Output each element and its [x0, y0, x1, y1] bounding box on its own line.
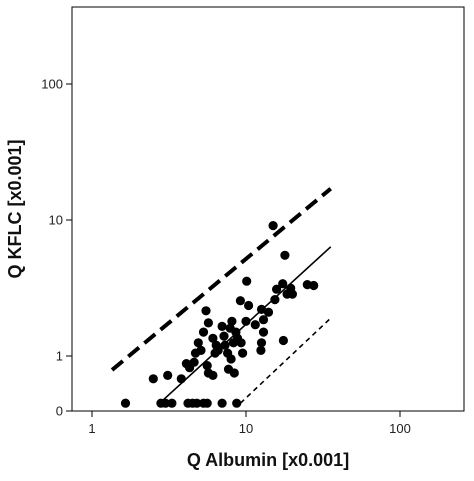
data-point: [241, 316, 251, 326]
data-point: [202, 398, 212, 408]
data-point: [198, 327, 209, 337]
data-point: [256, 345, 266, 355]
x-tick-label: 1: [88, 421, 95, 436]
y-tick-label: 10: [49, 213, 63, 228]
data-point: [256, 304, 267, 314]
y-tick-label: 1: [56, 349, 63, 364]
data-point: [163, 370, 173, 380]
data-point: [213, 345, 223, 355]
data-point: [148, 374, 158, 384]
data-point: [244, 300, 254, 311]
y-axis-title: Q KFLC [x0.001]: [5, 139, 25, 278]
data-point: [176, 374, 186, 384]
data-point: [217, 398, 227, 408]
data-point: [227, 316, 237, 326]
data-point: [217, 321, 227, 331]
data-point: [256, 338, 267, 348]
data-point: [229, 368, 239, 378]
data-point: [263, 307, 274, 317]
x-tick-label: 100: [389, 421, 411, 436]
plot-frame: [71, 6, 465, 412]
data-point: [236, 338, 246, 348]
data-point: [192, 398, 202, 408]
data-point: [272, 284, 282, 294]
data-point: [258, 327, 269, 337]
data-point: [242, 276, 252, 286]
data-point: [220, 340, 230, 350]
data-point: [189, 357, 199, 367]
data-point: [280, 250, 290, 260]
axis-ticks: 1 10 100 1 10 100 0: [41, 77, 411, 437]
data-point: [278, 335, 288, 346]
data-point: [250, 320, 260, 330]
data-point: [160, 398, 171, 408]
data-point: [278, 279, 288, 289]
data-point: [203, 318, 213, 328]
data-point: [208, 370, 218, 380]
data-point: [202, 361, 212, 371]
data-point: [208, 333, 218, 343]
data-point: [238, 348, 248, 358]
y-tick-label: 0: [56, 404, 63, 419]
data-point: [193, 338, 203, 348]
data-point: [226, 354, 236, 364]
data-point: [232, 398, 242, 408]
data-point: [286, 283, 296, 293]
data-point: [181, 359, 191, 369]
data-point: [167, 398, 177, 408]
reference-line-dashed-thick: [110, 187, 333, 372]
data-point: [120, 398, 131, 408]
data-point: [268, 221, 278, 231]
data-point: [219, 331, 229, 341]
y-tick-label: 100: [41, 77, 63, 92]
data-point: [309, 280, 319, 291]
data-point: [196, 345, 206, 355]
data-point: [258, 315, 269, 325]
data-point: [231, 327, 241, 337]
data-point: [270, 295, 280, 305]
data-point: [201, 306, 211, 316]
x-axis-title: Q Albumin [x0.001]: [187, 450, 349, 470]
data-point: [235, 296, 245, 306]
data-points: [120, 221, 319, 408]
reference-line-dashed-thin: [239, 317, 332, 404]
x-tick-label: 10: [239, 421, 253, 436]
